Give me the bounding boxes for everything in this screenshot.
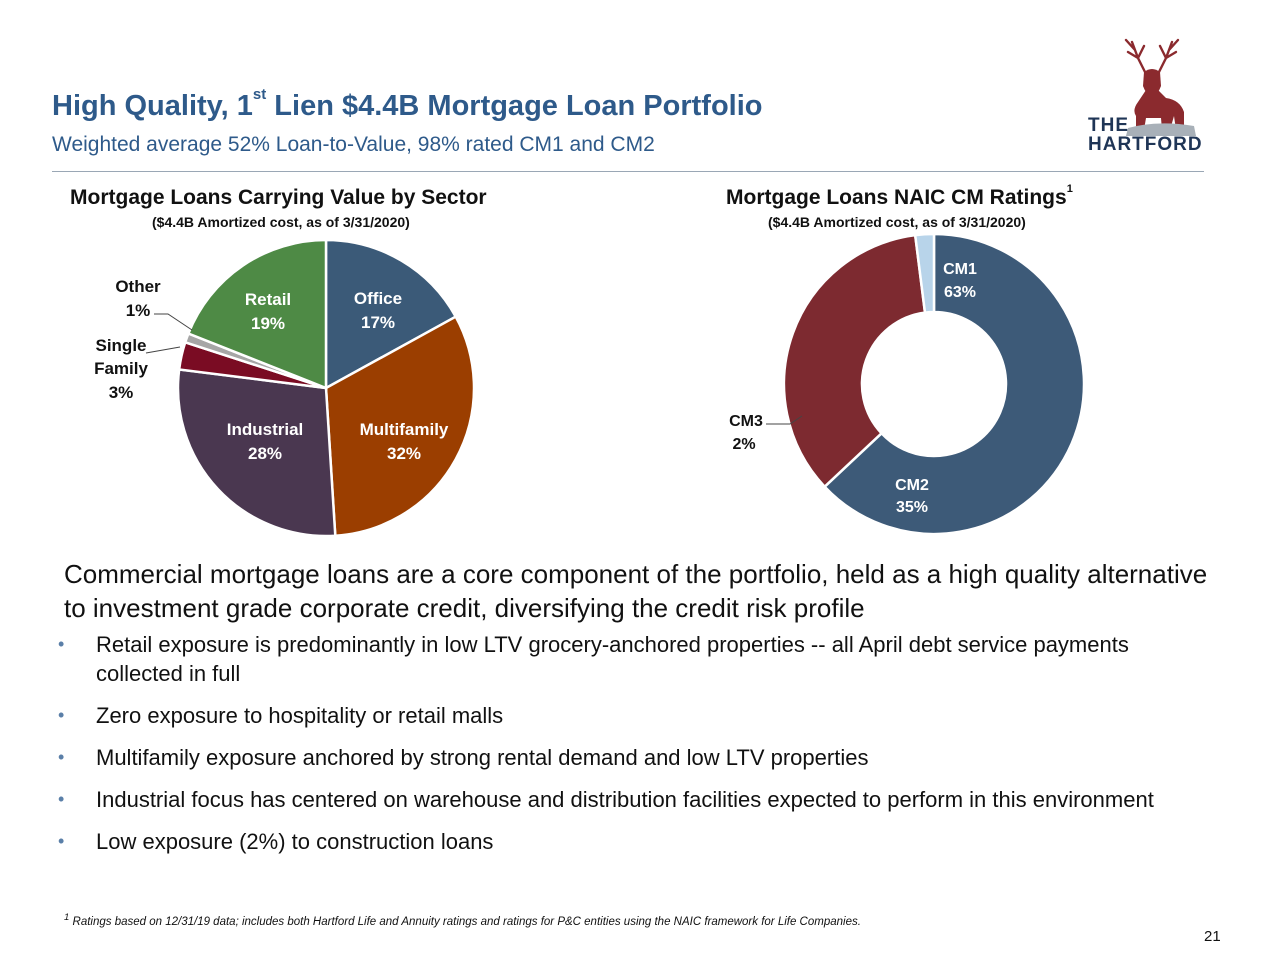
donut-value-cm1: 63% <box>944 284 976 301</box>
bullet-dot: • <box>58 789 65 809</box>
ratings-donut-chart: CM1 63% CM2 35% CM3 2% <box>729 232 1086 536</box>
pie-chart-subtitle: ($4.4B Amortized cost, as of 3/31/2020) <box>152 214 410 230</box>
bullet-dot: • <box>58 831 65 851</box>
donut-title-footnote-marker: 1 <box>1066 183 1073 195</box>
bullet-item: • Industrial focus has centered on wareho… <box>52 785 1172 814</box>
donut-segment-cm2 <box>782 233 927 489</box>
pie-slice-retail <box>186 238 328 390</box>
title-part1: High Quality, 1 <box>52 90 253 122</box>
bullet-list: • Retail exposure is predominantly in low… <box>52 630 1172 869</box>
pie-leader-other <box>154 313 193 331</box>
pie-label-office: Office <box>354 289 402 308</box>
pie-label-single: Single <box>95 336 146 355</box>
bullet-text: Multifamily exposure anchored by strong … <box>96 745 869 770</box>
donut-value-cm2: 35% <box>896 499 928 516</box>
page-number: 21 <box>1204 928 1221 945</box>
footnote-text: Ratings based on 12/31/19 data; includes… <box>69 915 861 928</box>
donut-label-cm1: CM1 <box>943 261 977 278</box>
pie-value-multifamily: 32% <box>387 444 421 463</box>
pie-value-other: 1% <box>126 301 151 320</box>
bullet-item: • Zero exposure to hospitality or retail … <box>52 701 1172 730</box>
donut-leader-cm3 <box>766 415 803 425</box>
pie-slice-office <box>324 238 458 391</box>
bullet-text: Industrial focus has centered on warehou… <box>96 787 1154 812</box>
bullet-item: • Low exposure (2%) to construction loans <box>52 827 1172 856</box>
pie-value-office: 17% <box>361 313 395 332</box>
pie-slice-multifamily <box>324 315 476 538</box>
donut-segment-cm1 <box>822 232 1086 536</box>
charts-canvas: Office 17% Multifamily 32% Industrial 28% Reta… <box>94 232 1086 538</box>
pie-label-retail: Retail <box>245 290 291 309</box>
bullet-item: • Retail exposure is predominantly in low… <box>52 630 1172 688</box>
footnote: 1 Ratings based on 12/31/19 data; includ… <box>64 912 861 928</box>
donut-title-text: Mortgage Loans NAIC CM Ratings <box>726 186 1067 209</box>
pie-leader-single-family <box>145 346 181 354</box>
bullet-dot: • <box>58 705 65 725</box>
bullet-dot: • <box>58 634 65 654</box>
sector-pie-chart: Office 17% Multifamily 32% Industrial 28% Reta… <box>94 238 476 538</box>
logo-hartford: HARTFORD <box>1088 134 1203 155</box>
pie-chart-title: Mortgage Loans Carrying Value by Sector <box>70 186 487 209</box>
donut-chart-title: Mortgage Loans NAIC CM Ratings1 <box>726 183 1073 210</box>
donut-chart-subtitle: ($4.4B Amortized cost, as of 3/31/2020) <box>768 214 1026 230</box>
bullet-text: Retail exposure is predominantly in low … <box>96 632 1129 686</box>
header-divider <box>52 171 1204 172</box>
donut-label-cm3: CM3 <box>729 413 763 430</box>
pie-value-retail: 19% <box>251 314 285 333</box>
pie-value-industrial: 28% <box>248 444 282 463</box>
pie-label-other: Other <box>115 277 161 296</box>
stag-icon <box>1124 38 1196 136</box>
pie-label-family: Family <box>94 359 148 378</box>
footnote-marker: 1 <box>64 912 70 923</box>
bullet-item: • Multifamily exposure anchored by strong… <box>52 743 1172 772</box>
pie-label-multifamily: Multifamily <box>360 420 449 439</box>
logo-the: THE <box>1088 115 1129 136</box>
title-part2: Lien $4.4B Mortgage Loan Portfolio <box>266 90 763 122</box>
intro-paragraph: Commercial mortgage loans are a core com… <box>64 559 1208 623</box>
page-subtitle: Weighted average 52% Loan-to-Value, 98% … <box>52 133 655 156</box>
bullet-text: Low exposure (2%) to construction loans <box>96 829 494 854</box>
pie-label-industrial: Industrial <box>227 420 304 439</box>
bullet-dot: • <box>58 747 65 767</box>
donut-segment-cm3 <box>913 232 936 314</box>
title-superscript: st <box>252 86 267 103</box>
pie-value-single-family: 3% <box>109 383 134 402</box>
pie-slice-industrial <box>176 368 337 538</box>
page-title: High Quality, 1st Lien $4.4B Mortgage Lo… <box>52 86 763 123</box>
bullet-text: Zero exposure to hospitality or retail m… <box>96 703 504 728</box>
donut-label-cm2: CM2 <box>895 477 929 494</box>
donut-value-cm3: 2% <box>732 436 755 453</box>
